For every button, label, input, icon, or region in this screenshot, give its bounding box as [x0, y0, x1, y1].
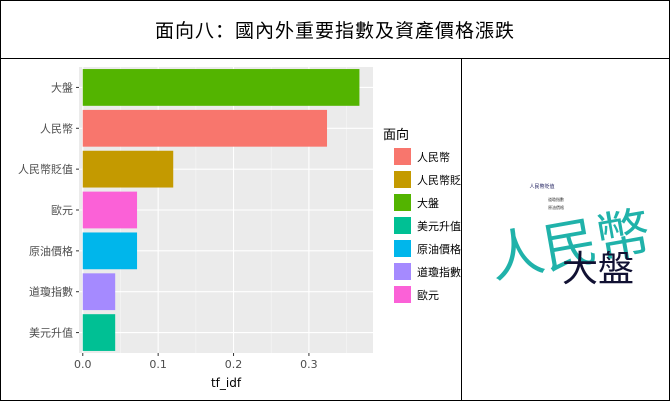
legend-swatch [394, 171, 411, 188]
legend-swatch [394, 194, 411, 211]
legend-title: 面向 [383, 127, 409, 143]
bar [82, 232, 138, 270]
bar [82, 273, 116, 311]
page-title: 面向八：國內外重要指數及資產價格漲跌 [154, 20, 515, 42]
y-tick-label: 人民幣 [40, 122, 73, 135]
bar [82, 314, 116, 351]
legend-entry-label: 大盤 [417, 196, 439, 210]
bar [82, 69, 360, 106]
word-cloud: 人民幣貶值 道瓊指數 原油價格 人民幣 大盤 [485, 183, 655, 290]
y-tick-label: 人民幣貶值 [18, 163, 73, 176]
word-cloud-word-second: 大盤 [562, 249, 634, 290]
legend-entry-label: 歐元 [417, 288, 439, 302]
legend-swatch [394, 263, 411, 280]
legend-swatch [394, 217, 411, 234]
legend-entry-label: 原油價格 [417, 242, 461, 256]
y-tick-label: 美元升值 [29, 327, 73, 340]
y-tick-label: 大盤 [51, 80, 73, 94]
bars [82, 69, 360, 351]
word-cloud-word-rank3: 人民幣貶值 [529, 183, 554, 190]
legend-swatch [394, 148, 411, 165]
legend-entry-label: 人民幣貶值 [417, 174, 461, 187]
word-cloud-word-rank5: 原油價格 [548, 204, 564, 210]
y-tick-label: 道瓊指數 [29, 285, 73, 299]
legend-swatch [394, 286, 411, 303]
bar [82, 150, 174, 188]
legend-entry-label: 美元升值 [417, 220, 461, 233]
x-tick-label: 0.0 [74, 358, 92, 371]
title-row: 面向八：國內外重要指數及資產價格漲跌 [1, 1, 669, 59]
legend: 面向 人民幣人民幣貶值大盤美元升值原油價格道瓊指數歐元 [383, 127, 472, 303]
cell-divider [461, 59, 462, 400]
x-axis-label: tf_idf [211, 376, 242, 390]
x-tick-label: 0.3 [300, 358, 318, 371]
chart-cell: 大盤 人民幣 人民幣貶值 歐元 原油價格 道瓊指數 美元升值 0.0 0.1 0.2 0.3 tf… [1, 59, 472, 400]
x-tick-label: 0.2 [225, 358, 243, 371]
bar [82, 191, 138, 229]
y-tick-label: 歐元 [51, 203, 73, 217]
y-tick-label: 原油價格 [29, 244, 73, 258]
x-tick-label: 0.1 [149, 358, 167, 371]
x-tick-labels: 0.0 0.1 0.2 0.3 [74, 353, 318, 371]
word-cloud-cell: 人民幣貶值 道瓊指數 原油價格 人民幣 大盤 [462, 59, 669, 400]
bar [82, 109, 328, 147]
legend-swatch [394, 240, 411, 257]
legend-entry-label: 人民幣 [417, 151, 450, 164]
word-cloud-word-rank4: 道瓊指數 [548, 196, 564, 202]
legend-entry-label: 道瓊指數 [417, 265, 461, 279]
